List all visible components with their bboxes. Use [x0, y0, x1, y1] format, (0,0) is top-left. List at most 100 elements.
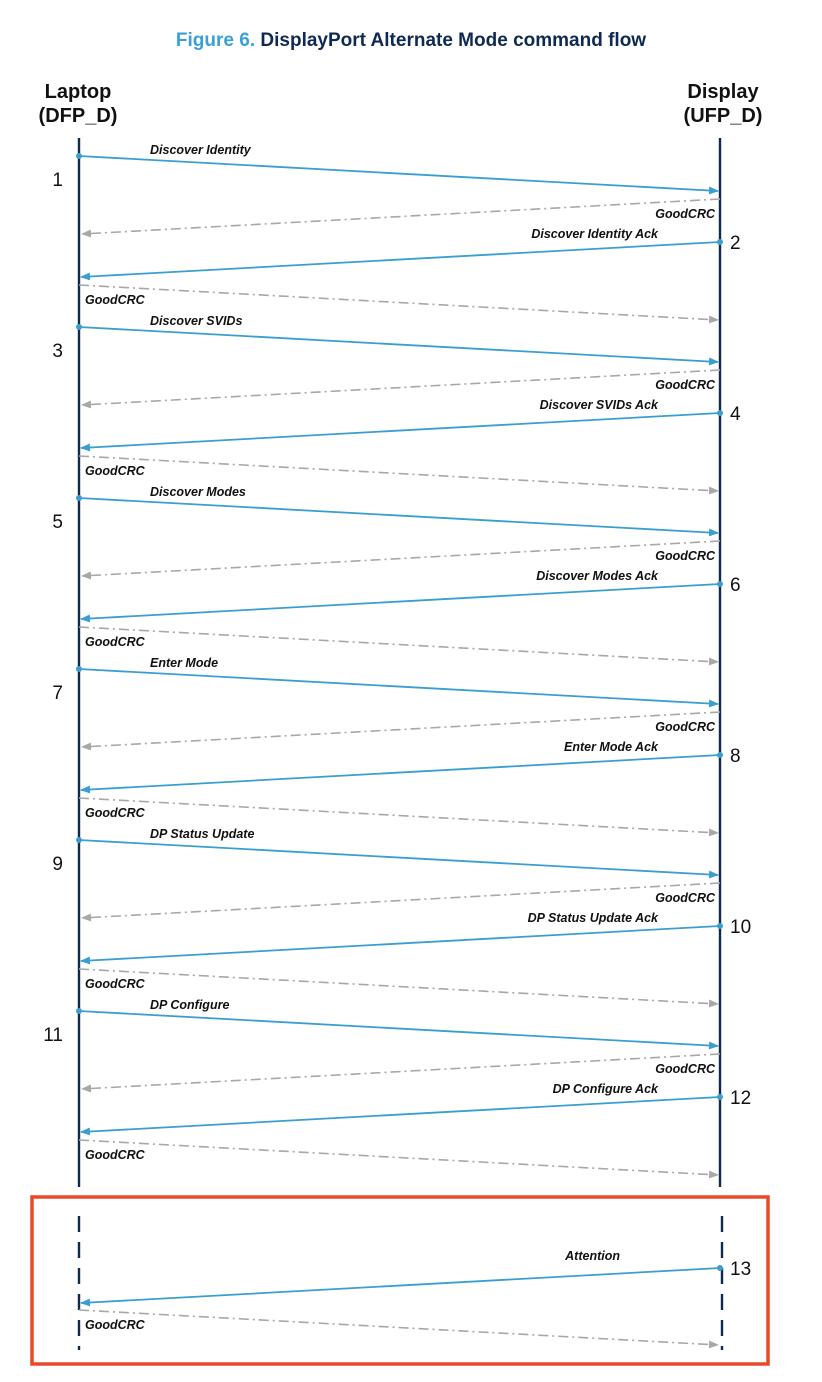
ack-arrow [81, 711, 721, 751]
message-origin-dot [76, 153, 82, 159]
message-arrow [80, 412, 721, 452]
actor-laptop-name: Laptop [44, 81, 112, 103]
message-step-7: Enter Mode 7 [52, 656, 719, 708]
ack-label: GoodCRC [85, 1318, 146, 1332]
message-step-4: Discover SVIDs Ack 4 [80, 398, 741, 452]
ack-after-step-4: GoodCRC [78, 455, 719, 495]
message-origin-dot [76, 324, 82, 330]
ack-label: GoodCRC [655, 720, 716, 734]
ack-after-step-11: GoodCRC [81, 1053, 721, 1093]
ack-arrow [81, 1053, 721, 1093]
ack-arrow [78, 1139, 719, 1179]
message-origin-dot [717, 923, 723, 929]
actor-laptop: Laptop (DFP_D) [28, 80, 128, 128]
ack-after-step-10: GoodCRC [78, 968, 719, 1008]
message-origin-dot [76, 495, 82, 501]
message-label: Discover SVIDs Ack [540, 398, 659, 412]
ack-arrow [78, 626, 719, 666]
ack-label: GoodCRC [655, 207, 716, 221]
ack-label: GoodCRC [85, 977, 146, 991]
message-arrow [80, 1096, 721, 1136]
message-label: Discover SVIDs [150, 314, 242, 328]
message-arrow [78, 155, 719, 195]
ack-arrow [81, 882, 721, 922]
figure-caption: DisplayPort Alternate Mode command flow [260, 30, 647, 51]
ack-after-step-7: GoodCRC [81, 711, 721, 751]
message-step-11: DP Configure 11 [43, 998, 719, 1050]
message-arrow [80, 754, 721, 794]
message-arrow [78, 668, 719, 708]
ack-after-step-13: GoodCRC [78, 1309, 719, 1349]
message-step-2: Discover Identity Ack 2 [80, 227, 741, 281]
message-step-1: Discover Identity 1 [52, 143, 719, 195]
message-label: Enter Mode [150, 656, 218, 670]
message-arrow [78, 497, 719, 537]
step-number: 8 [730, 746, 741, 767]
step-number: 12 [730, 1088, 751, 1109]
message-origin-dot [717, 410, 723, 416]
ack-label: GoodCRC [655, 549, 716, 563]
actor-laptop-role: (DFP_D) [38, 105, 118, 127]
message-origin-dot [717, 752, 723, 758]
message-label: Discover Identity Ack [531, 227, 659, 241]
ack-arrow [81, 369, 721, 409]
ack-arrow [81, 198, 721, 238]
step-number: 3 [52, 341, 63, 362]
ack-arrow [78, 797, 719, 837]
message-label: Discover Identity [150, 143, 252, 157]
ack-after-step-2: GoodCRC [78, 284, 719, 324]
ack-label: GoodCRC [655, 891, 716, 905]
message-arrow [80, 925, 721, 965]
message-label: Discover Modes [150, 485, 246, 499]
message-arrow [78, 839, 719, 879]
message-origin-dot [717, 1265, 723, 1271]
ack-label: GoodCRC [85, 293, 146, 307]
step-number: 2 [730, 233, 741, 254]
ack-after-step-9: GoodCRC [81, 882, 721, 922]
message-step-12: DP Configure Ack 12 [80, 1082, 751, 1136]
message-label: Attention [564, 1249, 620, 1263]
message-arrow [80, 1267, 721, 1307]
message-arrow [78, 326, 719, 366]
message-step-3: Discover SVIDs 3 [52, 314, 719, 366]
message-origin-dot [76, 666, 82, 672]
message-origin-dot [76, 1008, 82, 1014]
message-label: Discover Modes Ack [536, 569, 659, 583]
actor-display: Display (UFP_D) [668, 80, 778, 128]
message-step-8: Enter Mode Ack 8 [80, 740, 741, 794]
message-step-5: Discover Modes 5 [52, 485, 719, 537]
step-number: 11 [43, 1025, 63, 1046]
step-number: 7 [52, 683, 63, 704]
message-arrow [80, 241, 721, 281]
step-number: 10 [730, 917, 751, 938]
ack-arrow [78, 968, 719, 1008]
step-number: 4 [730, 404, 741, 425]
actor-display-role: (UFP_D) [683, 105, 763, 127]
ack-after-step-6: GoodCRC [78, 626, 719, 666]
ack-label: GoodCRC [85, 635, 146, 649]
message-origin-dot [717, 581, 723, 587]
ack-label: GoodCRC [655, 378, 716, 392]
ack-arrow [78, 284, 719, 324]
message-label: DP Status Update Ack [528, 911, 659, 925]
message-step-9: DP Status Update 9 [52, 827, 719, 879]
message-origin-dot [717, 1094, 723, 1100]
message-label: DP Status Update [150, 827, 254, 841]
ack-label: GoodCRC [655, 1062, 716, 1076]
message-origin-dot [717, 239, 723, 245]
ack-arrow [78, 455, 719, 495]
step-number: 5 [52, 512, 63, 533]
step-number: 1 [52, 170, 63, 191]
highlight-box [30, 1195, 770, 1366]
message-arrow [80, 583, 721, 623]
message-label: Enter Mode Ack [564, 740, 659, 754]
ack-label: GoodCRC [85, 1148, 146, 1162]
ack-after-step-3: GoodCRC [81, 369, 721, 409]
message-step-13: Attention 13 [80, 1249, 751, 1307]
ack-arrow [81, 540, 721, 580]
ack-arrow [78, 1309, 719, 1349]
figure-number: Figure 6. [175, 30, 256, 51]
message-label: DP Configure Ack [553, 1082, 659, 1096]
message-step-6: Discover Modes Ack 6 [80, 569, 741, 623]
